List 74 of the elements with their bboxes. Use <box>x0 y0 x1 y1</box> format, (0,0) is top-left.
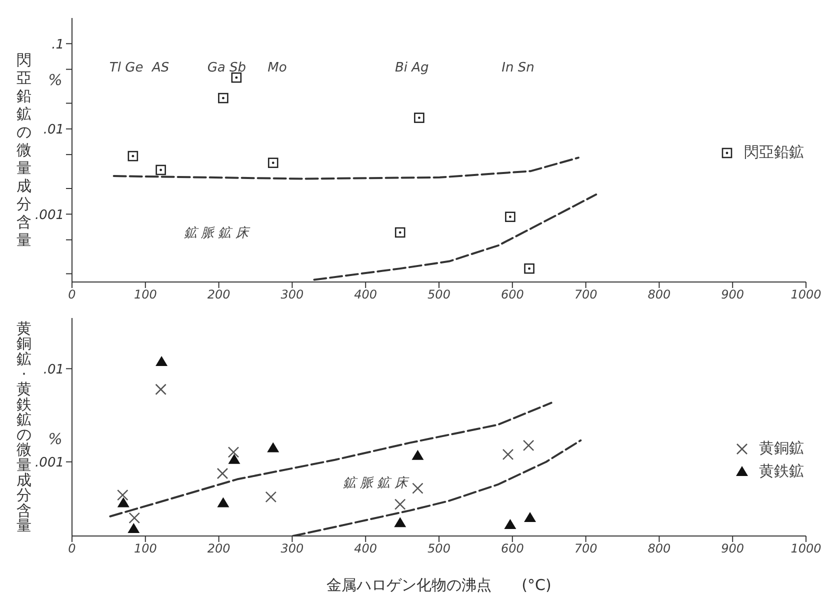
point <box>394 498 406 510</box>
point <box>217 497 230 508</box>
point <box>414 112 424 123</box>
x-tick-label: 100 <box>134 542 158 556</box>
annotation: Mo <box>268 60 287 76</box>
point <box>412 450 424 460</box>
x-tick-label: 300 <box>280 288 304 302</box>
point <box>504 518 516 529</box>
point <box>156 356 168 366</box>
x-tick-label: 300 <box>280 542 304 556</box>
legend-label: 黄銅鉱 <box>759 439 804 458</box>
y-tick-label: .001 <box>35 208 64 223</box>
point <box>216 468 228 480</box>
y-tick-label: .01 <box>43 122 64 138</box>
annotation: AS <box>152 60 170 76</box>
y-tick-label: .1 <box>52 37 64 52</box>
point <box>412 482 424 494</box>
x-tick-label: 700 <box>574 288 598 302</box>
legend-label: 閃亞鉛鉱 <box>744 143 804 162</box>
text: % <box>48 71 62 89</box>
x-tick-label: 900 <box>721 288 744 302</box>
line-series <box>112 156 580 180</box>
point <box>502 448 514 460</box>
point <box>128 523 140 534</box>
annotation: Bi Ag <box>395 60 429 76</box>
point <box>218 92 228 104</box>
annotation: Tl Ge <box>109 60 144 76</box>
x-tick-label: 200 <box>207 542 231 556</box>
annotation: In Sn <box>502 60 534 76</box>
point <box>116 489 128 501</box>
line-series <box>109 402 552 518</box>
point <box>128 512 140 524</box>
point <box>505 212 516 222</box>
point <box>267 442 280 452</box>
point <box>394 227 406 238</box>
y-tick-label: .001 <box>35 455 64 470</box>
x-tick-label: 0 <box>68 288 76 302</box>
x-tick-label: 800 <box>648 542 672 556</box>
x-tick-label: 200 <box>207 288 231 302</box>
x-tick-label: 800 <box>648 288 672 302</box>
x-tick-label: 400 <box>354 542 378 556</box>
x-tick-label: 600 <box>500 542 524 556</box>
x-axis-title: 金属ハロゲン化物の沸点 (°C) <box>326 576 552 594</box>
point <box>265 491 277 503</box>
x-tick-label: 900 <box>721 542 744 556</box>
annotation: 鉱 脈 鉱 床 <box>342 475 408 492</box>
point <box>268 158 278 168</box>
x-tick-label: 100 <box>134 288 158 302</box>
x-tick-label: 0 <box>68 542 76 556</box>
x-tick-label: 1000 <box>790 288 822 302</box>
x-tick-label: 600 <box>500 288 524 302</box>
point <box>228 454 240 464</box>
x-tick-label: 1000 <box>790 542 822 556</box>
point <box>394 517 406 528</box>
x-tick-label: 700 <box>574 542 598 556</box>
point <box>524 512 536 522</box>
x-tick-label: 500 <box>428 288 451 302</box>
point <box>128 150 138 162</box>
point <box>117 497 130 508</box>
annotation: 鉱 脈 鉱 床 <box>184 225 248 242</box>
point <box>522 440 534 452</box>
x-tick-label: 400 <box>354 288 378 302</box>
legend-label: 黄鉄鉱 <box>759 462 804 482</box>
point <box>524 263 534 274</box>
text: 閃亞鉛鉱の微量成分含量 <box>16 51 32 249</box>
text: % <box>48 430 62 448</box>
text: 黄銅鉱·黄鉄鉱の微量成分含量 <box>16 320 32 534</box>
point <box>155 384 166 396</box>
y-tick-label: .01 <box>43 362 64 378</box>
point <box>228 446 240 458</box>
point <box>231 72 242 83</box>
annotation: Ga Sb <box>207 60 246 76</box>
x-tick-label: 500 <box>428 542 451 556</box>
point <box>156 164 166 176</box>
